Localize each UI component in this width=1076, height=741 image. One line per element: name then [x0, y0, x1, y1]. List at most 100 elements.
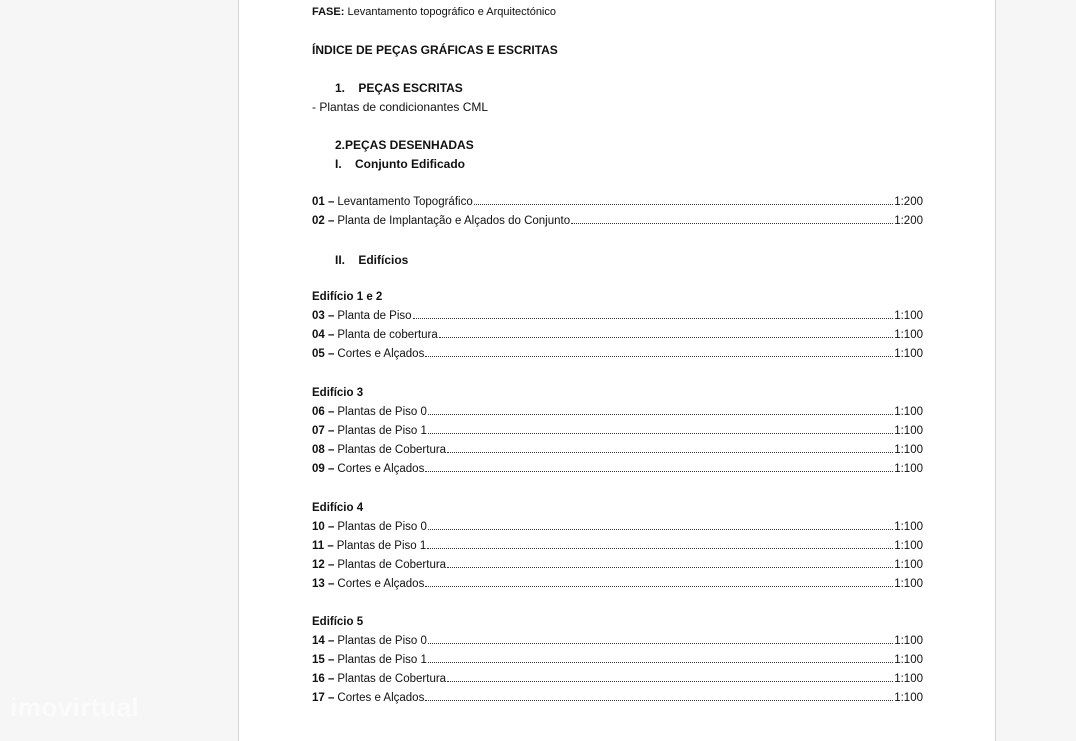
entry-number: 08 –: [312, 444, 335, 456]
entry-number: 14 –: [312, 635, 335, 647]
watermark: imovirtual: [10, 692, 140, 722]
entry-scale: 1:100: [894, 329, 923, 341]
entry-number: 16 –: [312, 673, 335, 685]
entry-label: Plantas de Piso 0: [337, 406, 427, 418]
entry-label: Plantas de Cobertura: [337, 559, 447, 571]
entry-scale: 1:100: [894, 635, 923, 647]
building-heading: Edifício 1 e 2: [312, 291, 383, 303]
entry-scale: 1:200: [894, 196, 923, 208]
entry-label: Plantas de Piso 0: [337, 635, 427, 647]
dot-leader: [447, 681, 894, 682]
entry-scale: 1:100: [894, 654, 923, 666]
index-entry: 17 – Cortes e Alçados 1:100: [312, 692, 923, 704]
entry-label: Plantas de Piso 1: [337, 425, 427, 437]
dot-leader: [425, 471, 894, 472]
entry-label: Plantas de Cobertura: [337, 673, 447, 685]
index-entry: 16 – Plantas de Cobertura 1:100: [312, 673, 923, 685]
entry-scale: 1:100: [894, 673, 923, 685]
entry-label: Cortes e Alçados: [337, 578, 425, 590]
entry-number: 07 –: [312, 425, 335, 437]
index-entry: 10 – Plantas de Piso 0 1:100: [312, 521, 923, 533]
entry-number: 05 –: [312, 348, 335, 360]
entry-number: 17 –: [312, 692, 335, 704]
entry-label: Plantas de Cobertura: [337, 444, 447, 456]
dot-leader: [427, 662, 894, 663]
subsection-heading: II. Edifícios: [335, 253, 409, 267]
entry-scale: 1:100: [894, 578, 923, 590]
section-heading: 1. PEÇAS ESCRITAS: [335, 81, 463, 95]
building-heading: Edifício 4: [312, 502, 364, 514]
section-item: - Plantas de condicionantes CML: [312, 100, 489, 114]
index-entry: 12 – Plantas de Cobertura 1:100: [312, 559, 923, 571]
entry-scale: 1:100: [894, 559, 923, 571]
entry-label: Cortes e Alçados: [337, 692, 425, 704]
index-entry: 04 – Planta de cobertura 1:100: [312, 329, 923, 341]
index-entry: 05 – Cortes e Alçados 1:100: [312, 348, 923, 360]
fase-value: Levantamento topográfico e Arquitectónic…: [347, 6, 556, 18]
entry-scale: 1:100: [894, 406, 923, 418]
entry-scale: 1:100: [894, 444, 923, 456]
entry-number: 12 –: [312, 559, 335, 571]
dot-leader: [427, 548, 894, 549]
entry-number: 09 –: [312, 463, 335, 475]
entry-label: Planta de cobertura: [337, 329, 438, 341]
entry-label: Levantamento Topográfico: [337, 196, 473, 208]
dot-leader: [425, 700, 894, 701]
index-entry: 03 – Planta de Piso 1:100: [312, 310, 923, 322]
entry-scale: 1:100: [894, 540, 923, 552]
dot-leader: [427, 414, 894, 415]
index-entry: 06 – Plantas de Piso 0 1:100: [312, 406, 923, 418]
index-entry: 07 – Plantas de Piso 1 1:100: [312, 425, 923, 437]
section-heading: 2.PEÇAS DESENHADAS: [335, 138, 474, 152]
entry-label: Plantas de Piso 1: [337, 654, 427, 666]
index-entry: 01 – Levantamento Topográfico 1:200: [312, 196, 923, 208]
entry-scale: 1:100: [894, 521, 923, 533]
entry-scale: 1:100: [894, 425, 923, 437]
entry-number: 01 –: [312, 196, 335, 208]
dot-leader: [447, 567, 894, 568]
entry-number: 15 –: [312, 654, 335, 666]
fase-label: FASE:: [312, 6, 345, 18]
building-heading: Edifício 3: [312, 387, 364, 399]
entry-label: Planta de Piso: [337, 310, 412, 322]
dot-leader: [473, 204, 894, 205]
index-entry: 15 – Plantas de Piso 1 1:100: [312, 654, 923, 666]
entry-scale: 1:100: [894, 463, 923, 475]
dot-leader: [438, 337, 894, 338]
index-entry: 09 – Cortes e Alçados 1:100: [312, 463, 923, 475]
index-entry: 08 – Plantas de Cobertura 1:100: [312, 444, 923, 456]
entry-number: 06 –: [312, 406, 335, 418]
entry-label: Planta de Implantação e Alçados do Conju…: [337, 215, 571, 227]
document-title: ÍNDICE DE PEÇAS GRÁFICAS E ESCRITAS: [312, 43, 558, 57]
entry-number: 02 –: [312, 215, 335, 227]
document-page: FASE: Levantamento topográfico e Arquite…: [238, 0, 996, 741]
entry-scale: 1:200: [894, 215, 923, 227]
dot-leader: [427, 529, 894, 530]
dot-leader: [412, 318, 894, 319]
entry-scale: 1:100: [894, 348, 923, 360]
entry-label: Cortes e Alçados: [337, 348, 425, 360]
entry-number: 13 –: [312, 578, 335, 590]
entry-scale: 1:100: [894, 692, 923, 704]
dot-leader: [447, 452, 894, 453]
index-entry: 02 – Planta de Implantação e Alçados do C…: [312, 215, 923, 227]
building-heading: Edifício 5: [312, 616, 364, 628]
dot-leader: [427, 643, 894, 644]
entry-number: 03 –: [312, 310, 335, 322]
entry-scale: 1:100: [894, 310, 923, 322]
index-entry: 14 – Plantas de Piso 0 1:100: [312, 635, 923, 647]
index-entry: 13 – Cortes e Alçados 1:100: [312, 578, 923, 590]
dot-leader: [425, 356, 894, 357]
dot-leader: [571, 223, 894, 224]
entry-label: Cortes e Alçados: [337, 463, 425, 475]
index-entry: 11 – Plantas de Piso 1 1:100: [312, 540, 923, 552]
dot-leader: [425, 586, 894, 587]
entry-number: 04 –: [312, 329, 335, 341]
entry-number: 10 –: [312, 521, 335, 533]
dot-leader: [427, 433, 894, 434]
entry-label: Plantas de Piso 1: [336, 540, 427, 552]
fase-line: FASE: Levantamento topográfico e Arquite…: [312, 6, 556, 18]
subsection-heading: I. Conjunto Edificado: [335, 157, 465, 171]
entry-number: 11 –: [312, 540, 334, 552]
entry-label: Plantas de Piso 0: [337, 521, 427, 533]
